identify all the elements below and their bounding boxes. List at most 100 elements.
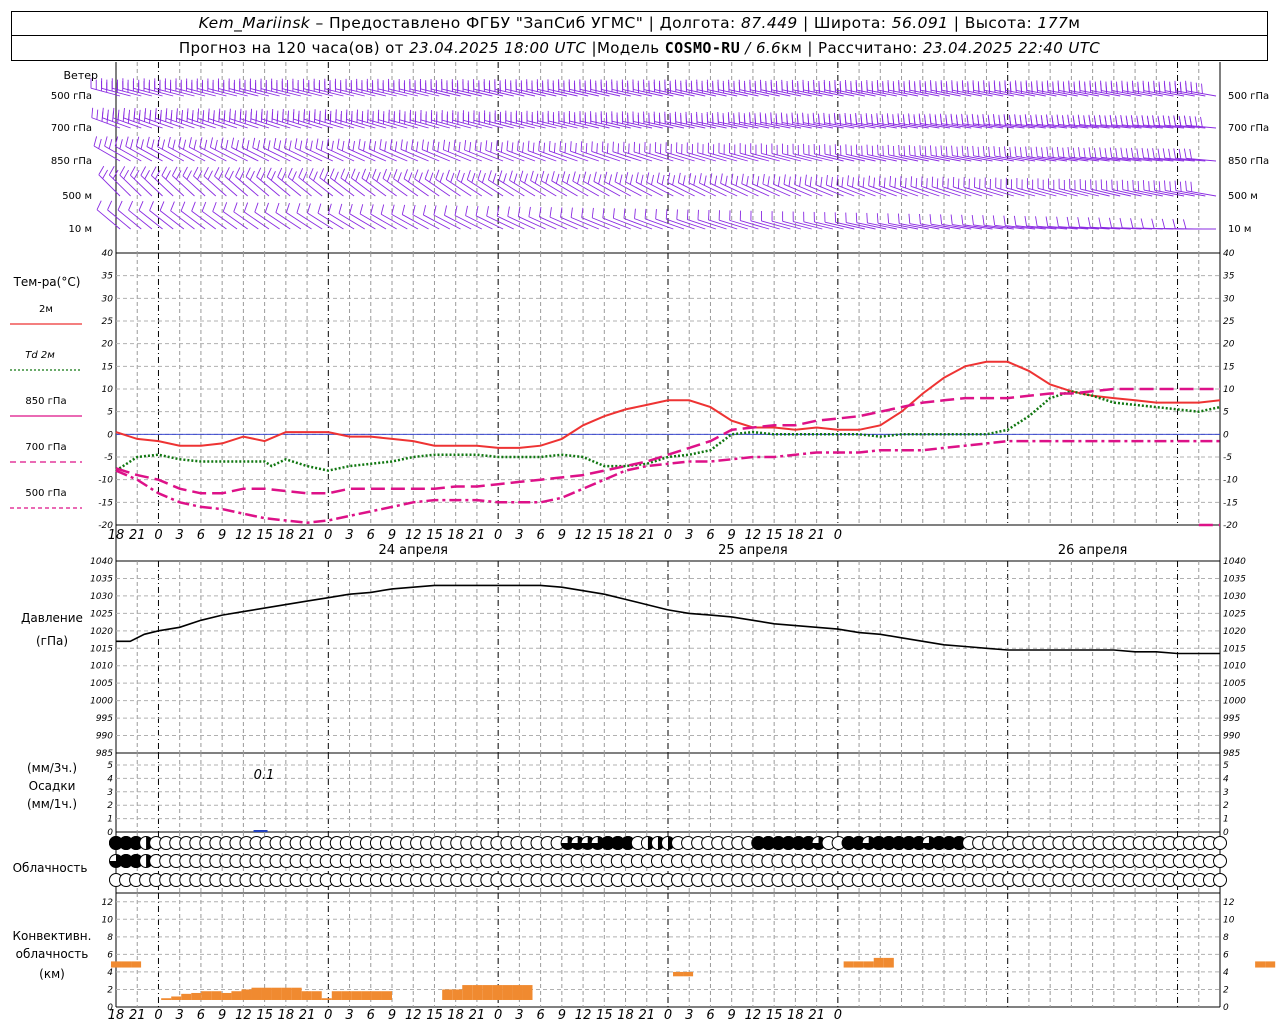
wind-barb-flag [1189,115,1192,126]
wind-barb-flag [883,177,886,188]
wind-barb-flag [157,136,161,147]
x-tick-label: 3 [685,528,693,543]
wind-barb-flag [634,208,636,219]
wind-barb-flag [898,80,900,91]
temp-tick-left: 40 [102,249,114,259]
wind-barb-flag [389,139,393,150]
res-unit: км [781,39,803,57]
wind-barb-flag [868,175,870,186]
x-tick-label-bottom: 0 [494,1008,502,1023]
conv-bar [452,989,463,1000]
wind-barb-flag [876,213,879,224]
wind-barb-flag [1056,114,1059,125]
wind-barb-staff [697,219,727,230]
wind-barb-flag [412,204,416,215]
wind-barb-flag [751,173,755,184]
x-tick-label: 15 [256,528,273,543]
wind-barb-flag [212,201,217,212]
pressure-tick-right: 985 [1223,749,1240,759]
wind-barb-flag [783,174,786,185]
wind-barb-flag [358,138,361,149]
wind-barb-flag [540,170,545,181]
wind-barb-flag [466,169,471,180]
wind-barb-flag [315,138,319,149]
wind-barb-flag [235,167,241,177]
wind-barb-staff [107,209,131,230]
wind-barb-flag [538,206,542,218]
wind-barb-staff [1090,226,1121,230]
wind-barb-flag [1051,147,1054,158]
wind-barb-flag [506,140,509,151]
wind-barb-flag [471,172,476,183]
wind-barb-flag [570,141,572,152]
wind-barb-flag [1078,80,1081,91]
conv-tick-right: 6 [1223,950,1229,960]
wind-barb-flag [465,205,468,216]
wind-barb-staff [984,224,1014,230]
wind-barb-flag [474,140,477,151]
wind-barb-flag [229,108,231,119]
wind-barb-flag [908,145,911,156]
wind-barb-staff [486,215,514,230]
wind-barb-flag [138,109,141,120]
pressure-tick-right: 1040 [1223,557,1246,567]
conv-bar [683,971,694,977]
wind-barb-flag [685,111,687,122]
wind-barb-flag [1140,218,1144,229]
wind-barb-staff [750,220,780,230]
wind-barb-flag [914,81,916,92]
wind-barb-flag [998,114,1001,125]
wind-barb-staff [687,219,717,230]
wind-barb-flag [239,108,242,119]
wind-barb-flag [264,202,269,213]
wind-barb-flag [1056,146,1060,157]
wind-barb-staff [435,178,461,197]
wind-barb-flag [1168,148,1171,159]
wind-barb-flag [1115,115,1118,126]
wind-barb-flag [1125,148,1129,159]
wind-barb-flag [496,206,500,217]
convective-panel: 0 0 2 2 4 4 6 6 8 8 10 10 12 12 [102,898,1276,1013]
conv-tick-right: 8 [1223,933,1229,943]
wind-barb-flag [614,171,618,182]
x-tick-label-bottom: 9 [388,1008,396,1023]
wind-barb-flag [672,175,676,186]
wind-barb-staff [539,216,568,230]
wind-barb-flag [1073,81,1076,92]
wind-barb-staff [298,176,323,197]
wind-barb-flag [553,142,556,153]
wind-barb-flag [693,175,697,186]
wind-barb-staff [718,219,748,230]
wind-barb-flag [606,143,609,154]
conv-bar [381,991,392,1000]
wind-barb-flag [977,81,980,92]
wind-barb-flag [582,171,587,182]
pressure-tick-right: 1010 [1223,662,1246,672]
wind-barb-flag [340,168,346,179]
wind-barb-flag [940,145,943,156]
wind-barb-staff [151,175,174,197]
wind-barb-flag [1130,115,1134,126]
sep: | [648,14,655,32]
wind-level-label-left: 10 м [69,224,92,235]
wind-barb-staff [191,210,217,230]
x-tick-label: 18 [278,528,295,543]
wind-barb-staff [962,224,993,230]
wind-barb-flag [382,168,387,179]
wind-barb-flag [201,201,207,212]
wind-barb-flag [844,112,847,124]
pressure-tick-right: 990 [1223,732,1240,742]
wind-barb-flag [1201,83,1203,94]
wind-barb-flag [987,114,990,125]
wind-barb-flag [1127,180,1129,191]
wind-barb-staff [604,181,631,197]
wind-barb-flag [818,81,820,92]
wind-barb-flag [159,201,165,211]
wind-barb-flag [818,113,820,124]
wind-barb-flag [256,167,262,177]
wind-barb-flag [807,80,810,92]
wind-barb-flag [1015,80,1017,91]
wind-barb-flag [791,112,794,123]
wind-barb-flag [1046,114,1049,125]
temp-tick-left: -15 [98,498,113,508]
